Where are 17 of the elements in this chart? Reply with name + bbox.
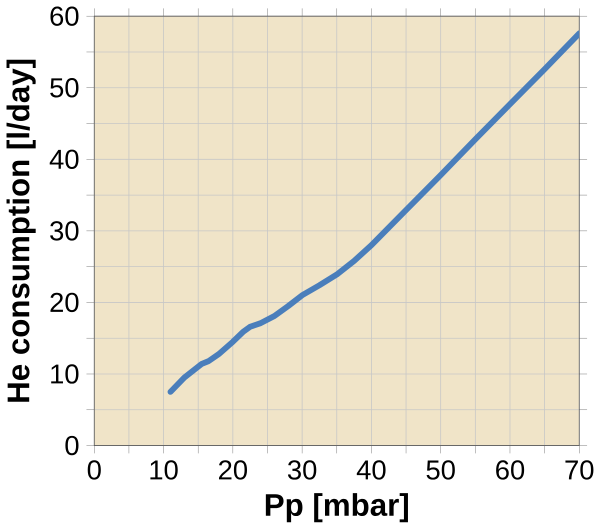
x-tick-label: 20 [219, 460, 247, 480]
x-tick-label: 70 [565, 460, 594, 480]
y-tick-label: 0 [65, 436, 78, 456]
x-tick-label: 40 [356, 460, 386, 480]
x-tick-label: 0 [88, 460, 101, 480]
x-tick-label: 10 [150, 460, 178, 480]
x-axis-title: Pp [mbar] [266, 493, 408, 522]
y-axis-title: He consumption [l/day] [6, 60, 36, 402]
x-tick-label: 60 [496, 460, 524, 480]
y-tick-label: 30 [50, 221, 78, 241]
y-tick-label: 10 [51, 364, 78, 384]
x-tick-label: 30 [288, 460, 316, 480]
y-tick-label: 40 [50, 150, 78, 170]
y-tick-label: 60 [50, 6, 78, 26]
x-tick-label: 50 [426, 460, 455, 480]
y-tick-label: 20 [50, 292, 78, 312]
y-tick-label: 50 [50, 78, 78, 98]
